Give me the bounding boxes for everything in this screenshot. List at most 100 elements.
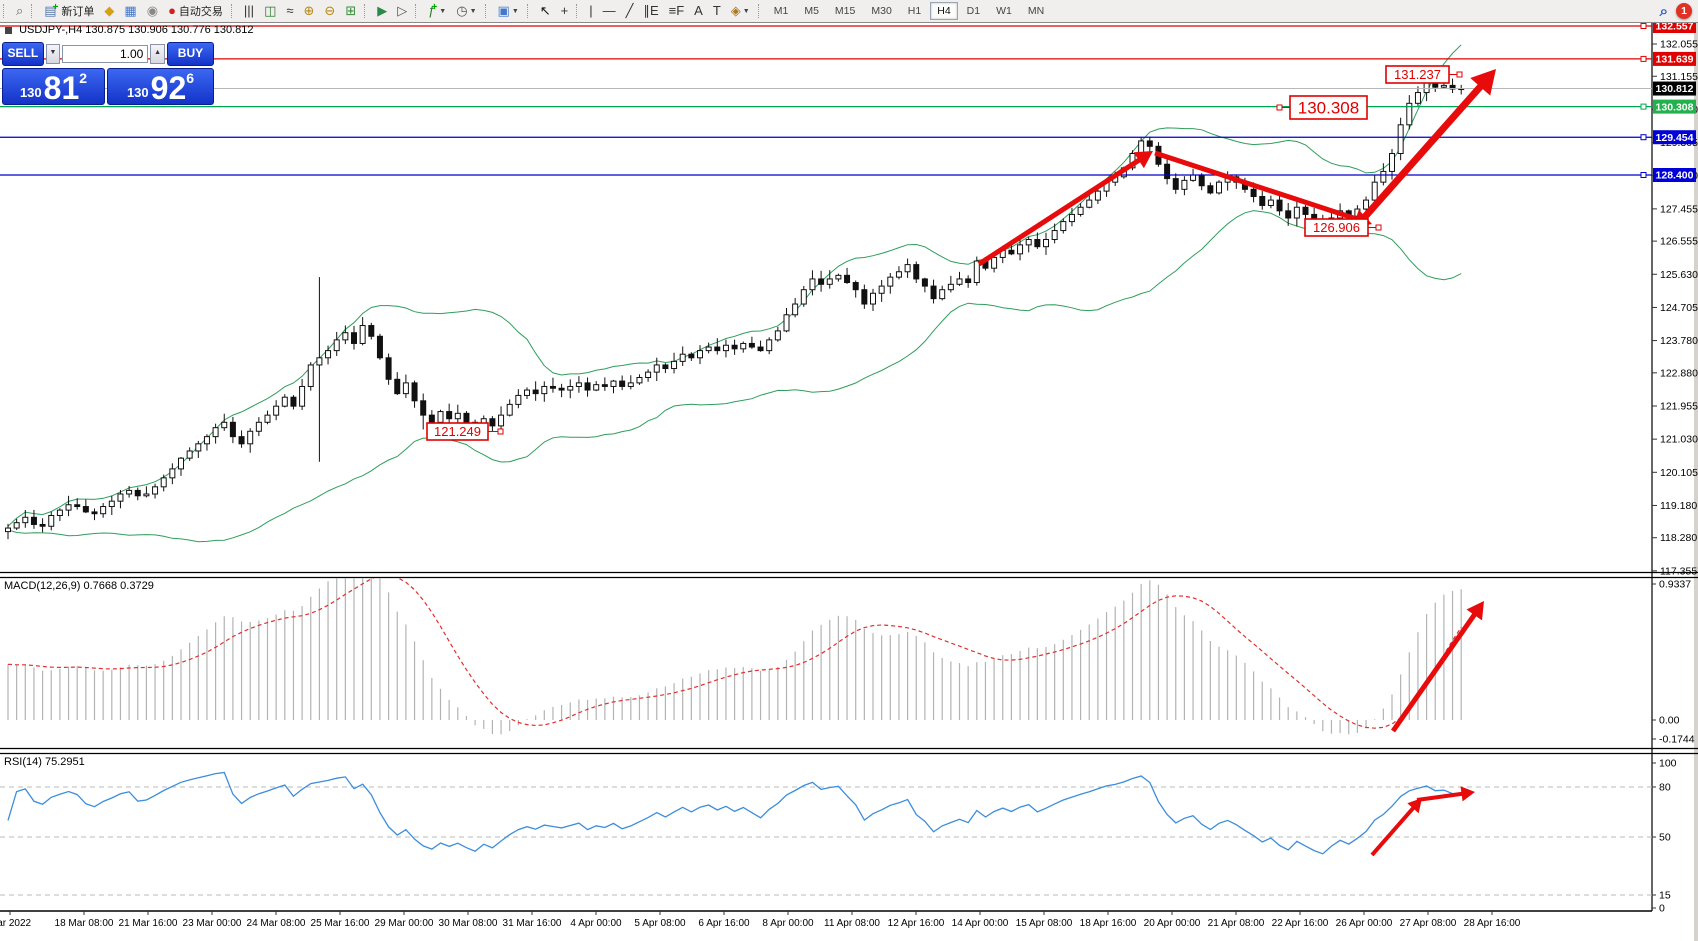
- notification-badge[interactable]: 1: [1676, 3, 1692, 19]
- periods-button[interactable]: ◷ ▼: [452, 1, 480, 21]
- timeframe-h1[interactable]: H1: [907, 5, 922, 17]
- market-watch-icon: ▦: [124, 3, 137, 18]
- shapes-button[interactable]: ◈ ▼: [727, 1, 754, 21]
- clipped-icon-icon: ⌕: [16, 3, 24, 18]
- annotation-130.308[interactable]: 130.308: [1276, 95, 1368, 120]
- svg-text:15 Apr 08:00: 15 Apr 08:00: [1016, 918, 1073, 929]
- plus-badge-icon: +: [52, 1, 59, 13]
- volume-increase-button[interactable]: ▲: [150, 44, 165, 64]
- search-icon[interactable]: ⌕: [1659, 2, 1668, 20]
- buy-price-button[interactable]: 130 92 6: [107, 68, 214, 105]
- svg-text:22 Apr 16:00: 22 Apr 16:00: [1272, 918, 1329, 929]
- sell-price-figure: 130: [19, 85, 42, 100]
- sell-price-button[interactable]: 130 81 2: [2, 68, 105, 105]
- toolbar-group: ▤ + 新订单 ◆ ▦ ◉ ● 自动交易: [28, 0, 228, 22]
- buy-button[interactable]: BUY: [166, 42, 214, 66]
- annotation-126.906[interactable]: 126.906: [1304, 218, 1382, 237]
- clipped-icon[interactable]: ⌕: [12, 1, 27, 21]
- chart-shift-button[interactable]: ▷: [393, 1, 411, 21]
- annotation-121.249[interactable]: 121.249: [426, 422, 504, 441]
- svg-text:100: 100: [1659, 758, 1677, 770]
- timeframe-d1[interactable]: D1: [966, 5, 981, 17]
- horizontal-line-button[interactable]: —: [599, 1, 620, 21]
- indicators-button[interactable]: ƒ + ▼: [424, 1, 450, 21]
- candlestick-chart-button[interactable]: ◫: [260, 1, 280, 21]
- tile-windows-button[interactable]: ⊞: [341, 1, 360, 21]
- text-label-button[interactable]: T: [709, 1, 725, 21]
- fibonacci-icon: ≡F: [668, 3, 685, 18]
- price-axis: 132.055131.155130.230129.305128.380127.4…: [1652, 19, 1698, 915]
- vertical-line-button[interactable]: |: [585, 1, 596, 21]
- cursor-button[interactable]: ↖: [536, 1, 555, 21]
- line-chart-button[interactable]: ≈: [282, 1, 297, 21]
- svg-text:130.812: 130.812: [1656, 83, 1694, 95]
- zoom-in-icon: ⊕: [303, 3, 315, 18]
- zoom-out-button[interactable]: ⊖: [320, 1, 339, 21]
- svg-text:121.955: 121.955: [1660, 400, 1698, 412]
- svg-text:120.105: 120.105: [1660, 467, 1698, 479]
- trendline-icon: ╱: [625, 3, 634, 18]
- buy-price-figure: 130: [126, 85, 149, 100]
- trend-arrows[interactable]: [977, 69, 1496, 267]
- timeframe-h4[interactable]: H4: [930, 2, 958, 20]
- signals-button[interactable]: ◉: [143, 1, 162, 21]
- text-icon: A: [694, 3, 703, 18]
- annotation-131.237[interactable]: 131.237: [1385, 65, 1463, 84]
- new-order-icon: ▤: [44, 3, 57, 18]
- macd-arrow[interactable]: [1390, 601, 1484, 733]
- new-order-button[interactable]: ▤ + 新订单: [40, 1, 98, 21]
- svg-text:-0.1744: -0.1744: [1659, 734, 1695, 746]
- svg-text:5 Apr 08:00: 5 Apr 08:00: [634, 918, 686, 929]
- bar-chart-button[interactable]: |||: [240, 1, 258, 21]
- sell-button[interactable]: SELL: [2, 42, 44, 66]
- timeframe-m30[interactable]: M30: [871, 5, 892, 17]
- volume-input[interactable]: [62, 45, 149, 63]
- trendline-button[interactable]: ╱: [622, 1, 638, 21]
- svg-text:126.906: 126.906: [1313, 220, 1360, 235]
- text-button[interactable]: A: [690, 1, 707, 21]
- svg-text:15: 15: [1659, 890, 1671, 902]
- channel-button[interactable]: ∥E: [639, 1, 662, 21]
- timeframe-mn[interactable]: MN: [1027, 5, 1045, 17]
- svg-text:21 Mar 16:00: 21 Mar 16:00: [119, 918, 178, 929]
- toolbar-group: ▶ ▷: [361, 0, 412, 22]
- svg-text:12 Apr 16:00: 12 Apr 16:00: [888, 918, 945, 929]
- svg-text:118.280: 118.280: [1660, 532, 1697, 544]
- price-annotations[interactable]: 121.249 130.308 131.237 126.906: [426, 65, 1463, 441]
- timeframe-m1[interactable]: M1: [773, 5, 789, 17]
- horizontal-level-lines[interactable]: [0, 23, 1652, 178]
- svg-text:130.308: 130.308: [1298, 99, 1359, 118]
- bollinger-bands: [7, 44, 1462, 543]
- timeframe-m15[interactable]: M15: [834, 5, 856, 17]
- chart-shift-icon: ▷: [397, 3, 408, 18]
- auto-scroll-button[interactable]: ▶: [373, 1, 391, 21]
- market-watch-button[interactable]: ▦: [120, 1, 140, 21]
- templates-button[interactable]: ▣ ▼: [494, 1, 523, 21]
- periods-icon: ◷: [456, 3, 468, 18]
- auto-scroll-icon: ▶: [377, 3, 388, 18]
- macd-indicator-label: MACD(12,26,9) 0.7668 0.3729: [4, 580, 154, 592]
- zoom-in-button[interactable]: ⊕: [300, 1, 319, 21]
- svg-text:132.055: 132.055: [1660, 38, 1698, 50]
- chart-marker-icon: [5, 26, 12, 34]
- svg-text:21 Apr 08:00: 21 Apr 08:00: [1208, 918, 1265, 929]
- timeframe-m5[interactable]: M5: [804, 5, 819, 17]
- svg-text:128.400: 128.400: [1656, 170, 1694, 182]
- svg-text:119.180: 119.180: [1660, 500, 1697, 512]
- cursor-icon: ↖: [539, 3, 551, 18]
- zoom-out-icon: ⊖: [324, 3, 336, 18]
- horizontal-line-icon: —: [602, 3, 616, 18]
- svg-text:24 Mar 08:00: 24 Mar 08:00: [247, 918, 306, 929]
- time-axis: Mar 2022 18 Mar 08:00 21 Mar 16:00 23 Mar 0…: [0, 911, 1521, 929]
- toolbar-group: ↖ +: [524, 0, 574, 22]
- fibonacci-button[interactable]: ≡F: [665, 1, 689, 21]
- chevron-down-icon: ▼: [469, 7, 477, 15]
- chart-profiles-button[interactable]: ◆: [100, 1, 118, 21]
- crosshair-button[interactable]: +: [557, 1, 573, 21]
- volume-decrease-button[interactable]: ▼: [45, 44, 61, 64]
- rsi-arrows[interactable]: [1370, 786, 1475, 857]
- auto-trading-button[interactable]: ● 自动交易: [164, 1, 227, 21]
- timeframe-w1[interactable]: W1: [996, 5, 1012, 17]
